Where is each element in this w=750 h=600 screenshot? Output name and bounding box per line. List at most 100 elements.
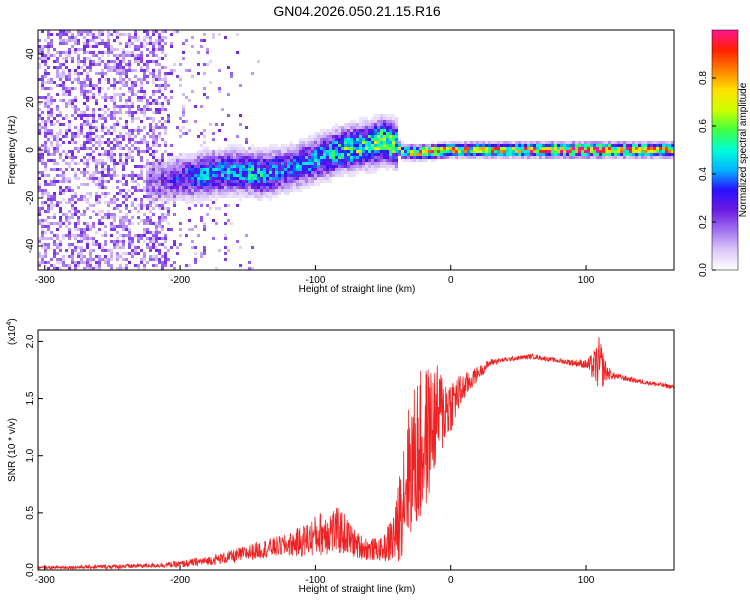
- heatmap-cell: [482, 150, 485, 153]
- heatmap-cell: [161, 198, 164, 201]
- heatmap-cell: [260, 150, 263, 153]
- heatmap-cell: [56, 66, 59, 69]
- heatmap-cell: [332, 147, 335, 150]
- heatmap-cell: [101, 108, 104, 111]
- heatmap-cell: [119, 153, 122, 156]
- heatmap-cell: [485, 150, 488, 153]
- heatmap-cell: [170, 69, 173, 72]
- heatmap-cell: [86, 30, 89, 33]
- heatmap-cell: [269, 144, 272, 147]
- heatmap-cell: [227, 144, 230, 147]
- heatmap-cell: [446, 150, 449, 153]
- heatmap-cell: [113, 54, 116, 57]
- heatmap-cell: [71, 216, 74, 219]
- heatmap-cell: [83, 141, 86, 144]
- heatmap-cell: [203, 141, 206, 144]
- heatmap-cell: [290, 186, 293, 189]
- heatmap-cell: [113, 63, 116, 66]
- heatmap-cell: [569, 153, 572, 156]
- heatmap-cell: [341, 129, 344, 132]
- heatmap-cell: [551, 147, 554, 150]
- heatmap-cell: [137, 147, 140, 150]
- heatmap-cell: [644, 144, 647, 147]
- heatmap-cell: [113, 66, 116, 69]
- heatmap-cell: [341, 147, 344, 150]
- heatmap-cell: [101, 60, 104, 63]
- heatmap-cell: [644, 141, 647, 144]
- heatmap-cell: [137, 96, 140, 99]
- heatmap-cell: [335, 156, 338, 159]
- heatmap-cell: [44, 129, 47, 132]
- heatmap-cell: [299, 156, 302, 159]
- heatmap-cell: [59, 66, 62, 69]
- heatmap-cell: [50, 99, 53, 102]
- heatmap-cell: [50, 111, 53, 114]
- heatmap-cell: [152, 90, 155, 93]
- heatmap-cell: [89, 57, 92, 60]
- heatmap-cell: [548, 144, 551, 147]
- heatmap-cell: [164, 99, 167, 102]
- heatmap-cell: [635, 147, 638, 150]
- heatmap-cell: [53, 162, 56, 165]
- heatmap-cell: [59, 246, 62, 249]
- heatmap-cell: [407, 156, 410, 159]
- heatmap-cell: [320, 156, 323, 159]
- heatmap-cell: [95, 159, 98, 162]
- heatmap-cell: [47, 150, 50, 153]
- heatmap-cell: [626, 153, 629, 156]
- heatmap-cell: [272, 147, 275, 150]
- heatmap-cell: [50, 39, 53, 42]
- heatmap-cell: [323, 132, 326, 135]
- heatmap-cell: [188, 129, 191, 132]
- heatmap-cell: [182, 111, 185, 114]
- heatmap-cell: [98, 171, 101, 174]
- heatmap-cell: [239, 114, 242, 117]
- heatmap-cell: [533, 147, 536, 150]
- heatmap-cell: [299, 168, 302, 171]
- heatmap-cell: [461, 153, 464, 156]
- heatmap-cell: [65, 42, 68, 45]
- heatmap-cell: [341, 165, 344, 168]
- heatmap-cell: [116, 135, 119, 138]
- heatmap-cell: [161, 186, 164, 189]
- heatmap-cell: [371, 144, 374, 147]
- heatmap-cell: [173, 30, 176, 33]
- heatmap-cell: [104, 261, 107, 264]
- heatmap-cell: [380, 114, 383, 117]
- heatmap-cell: [245, 234, 248, 237]
- heatmap-cell: [53, 153, 56, 156]
- heatmap-cell: [224, 183, 227, 186]
- heatmap-cell: [314, 183, 317, 186]
- heatmap-cell: [158, 243, 161, 246]
- heatmap-cell: [506, 153, 509, 156]
- heatmap-cell: [371, 162, 374, 165]
- heatmap-cell: [197, 150, 200, 153]
- heatmap-cell: [179, 195, 182, 198]
- heatmap-cell: [158, 120, 161, 123]
- heatmap-cell: [257, 162, 260, 165]
- heatmap-cell: [176, 30, 179, 33]
- heatmap-cell: [386, 123, 389, 126]
- heatmap-cell: [332, 132, 335, 135]
- heatmap-cell: [167, 168, 170, 171]
- heatmap-cell: [284, 171, 287, 174]
- heatmap-cell: [284, 180, 287, 183]
- heatmap-cell: [212, 132, 215, 135]
- heatmap-cell: [71, 132, 74, 135]
- heatmap-cell: [296, 144, 299, 147]
- heatmap-cell: [257, 186, 260, 189]
- heatmap-cell: [95, 54, 98, 57]
- heatmap-cell: [68, 48, 71, 51]
- heatmap-cell: [530, 153, 533, 156]
- heatmap-cell: [383, 150, 386, 153]
- heatmap-cell: [662, 147, 665, 150]
- heatmap-cell: [602, 150, 605, 153]
- heatmap-cell: [56, 204, 59, 207]
- heatmap-cell: [236, 240, 239, 243]
- heatmap-cell: [89, 63, 92, 66]
- heatmap-cell: [104, 96, 107, 99]
- heatmap-cell: [47, 153, 50, 156]
- heatmap-cell: [68, 39, 71, 42]
- heatmap-cell: [77, 42, 80, 45]
- heatmap-cell: [215, 198, 218, 201]
